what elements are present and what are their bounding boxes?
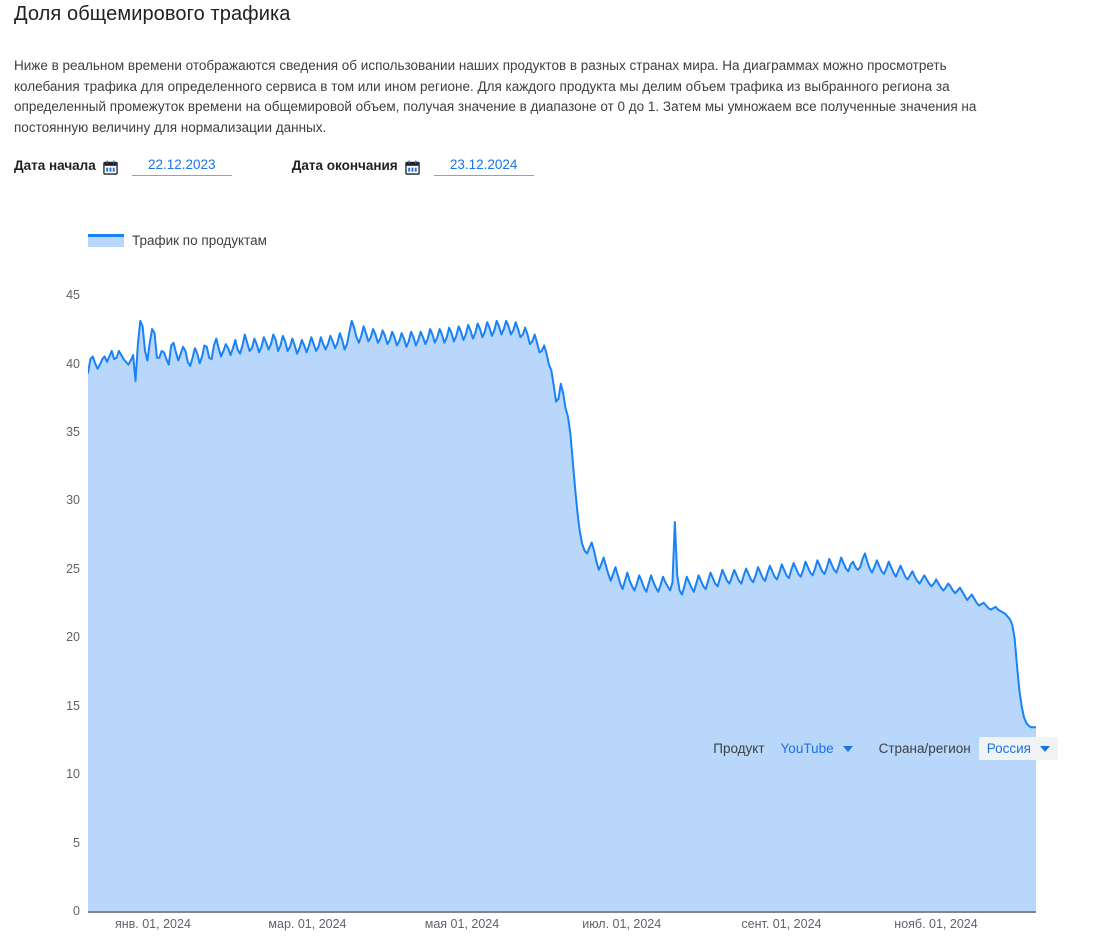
x-axis-tick: мая 01, 2024: [424, 917, 500, 931]
x-axis-line: [88, 911, 1036, 913]
calendar-icon[interactable]: [404, 160, 420, 175]
y-axis-tick: 25: [66, 561, 80, 576]
x-axis-tick: июл. 01, 2024: [582, 917, 662, 931]
product-control: Продукт YouTube: [713, 737, 860, 760]
chart-plot-area[interactable]: [88, 262, 1036, 912]
traffic-share-page: Доля общемирового трафика Ниже в реально…: [0, 3, 1100, 931]
x-axis-tick: сент. 01, 2024: [741, 917, 822, 931]
calendar-icon[interactable]: [103, 160, 118, 175]
page-title: Доля общемирового трафика: [14, 3, 291, 25]
traffic-chart: Трафик по продуктам 0 5 10 15 20 25 30 35 40 45 я…: [0, 225, 1100, 931]
product-value: YouTube: [780, 740, 834, 756]
y-axis-tick: 10: [66, 767, 80, 782]
legend-swatch-icon: [88, 234, 124, 247]
page-description: Ниже в реальном времени отображаются све…: [14, 58, 977, 135]
area-series: [88, 319, 1036, 912]
y-axis-tick: 15: [66, 698, 80, 713]
legend-label: Трафик по продуктам: [132, 233, 267, 248]
y-axis-tick: 0: [73, 904, 80, 918]
start-date-label: Дата начала: [14, 158, 96, 173]
y-axis: 0 5 10 15 20 25 30 35 40 45: [0, 225, 80, 925]
x-axis-tick: янв. 01, 2024: [114, 917, 191, 931]
chart-canvas: [88, 262, 1036, 912]
y-axis-tick: 20: [66, 630, 80, 645]
chevron-down-icon: [1040, 746, 1050, 752]
start-date-field: Дата начала 22.12.2023: [14, 155, 232, 176]
region-label: Страна/регион: [878, 740, 971, 756]
x-axis: янв. 01, 2024 мар. 01, 2024 мая 01, 2024 ию…: [0, 917, 1100, 947]
y-axis-tick: 30: [66, 493, 80, 508]
end-date-label: Дата окончания: [291, 158, 398, 173]
chevron-down-icon: [842, 746, 853, 752]
y-axis-tick: 5: [73, 835, 80, 850]
end-date-field: Дата окончания 23.12.2024: [292, 155, 534, 176]
region-control: Страна/регион Россия: [878, 736, 1058, 760]
product-select[interactable]: YouTube: [773, 737, 861, 760]
end-date-input[interactable]: 23.12.2024: [433, 155, 534, 176]
y-axis-tick: 40: [66, 356, 80, 371]
start-date-input[interactable]: 22.12.2023: [131, 155, 232, 176]
date-filter-row: Дата начала 22.12.2023 Дата окончания: [14, 155, 534, 176]
y-axis-tick: 35: [66, 425, 80, 440]
x-axis-tick: мар. 01, 2024: [268, 917, 347, 931]
region-select[interactable]: Россия: [978, 736, 1058, 760]
chart-controls: Продукт YouTube Страна/регион Россия: [0, 730, 1100, 766]
chart-legend: Трафик по продуктам: [88, 233, 267, 248]
y-axis-tick: 45: [66, 288, 80, 303]
product-label: Продукт: [713, 740, 765, 756]
x-axis-tick: нояб. 01, 2024: [894, 917, 978, 931]
region-value: Россия: [986, 740, 1031, 756]
